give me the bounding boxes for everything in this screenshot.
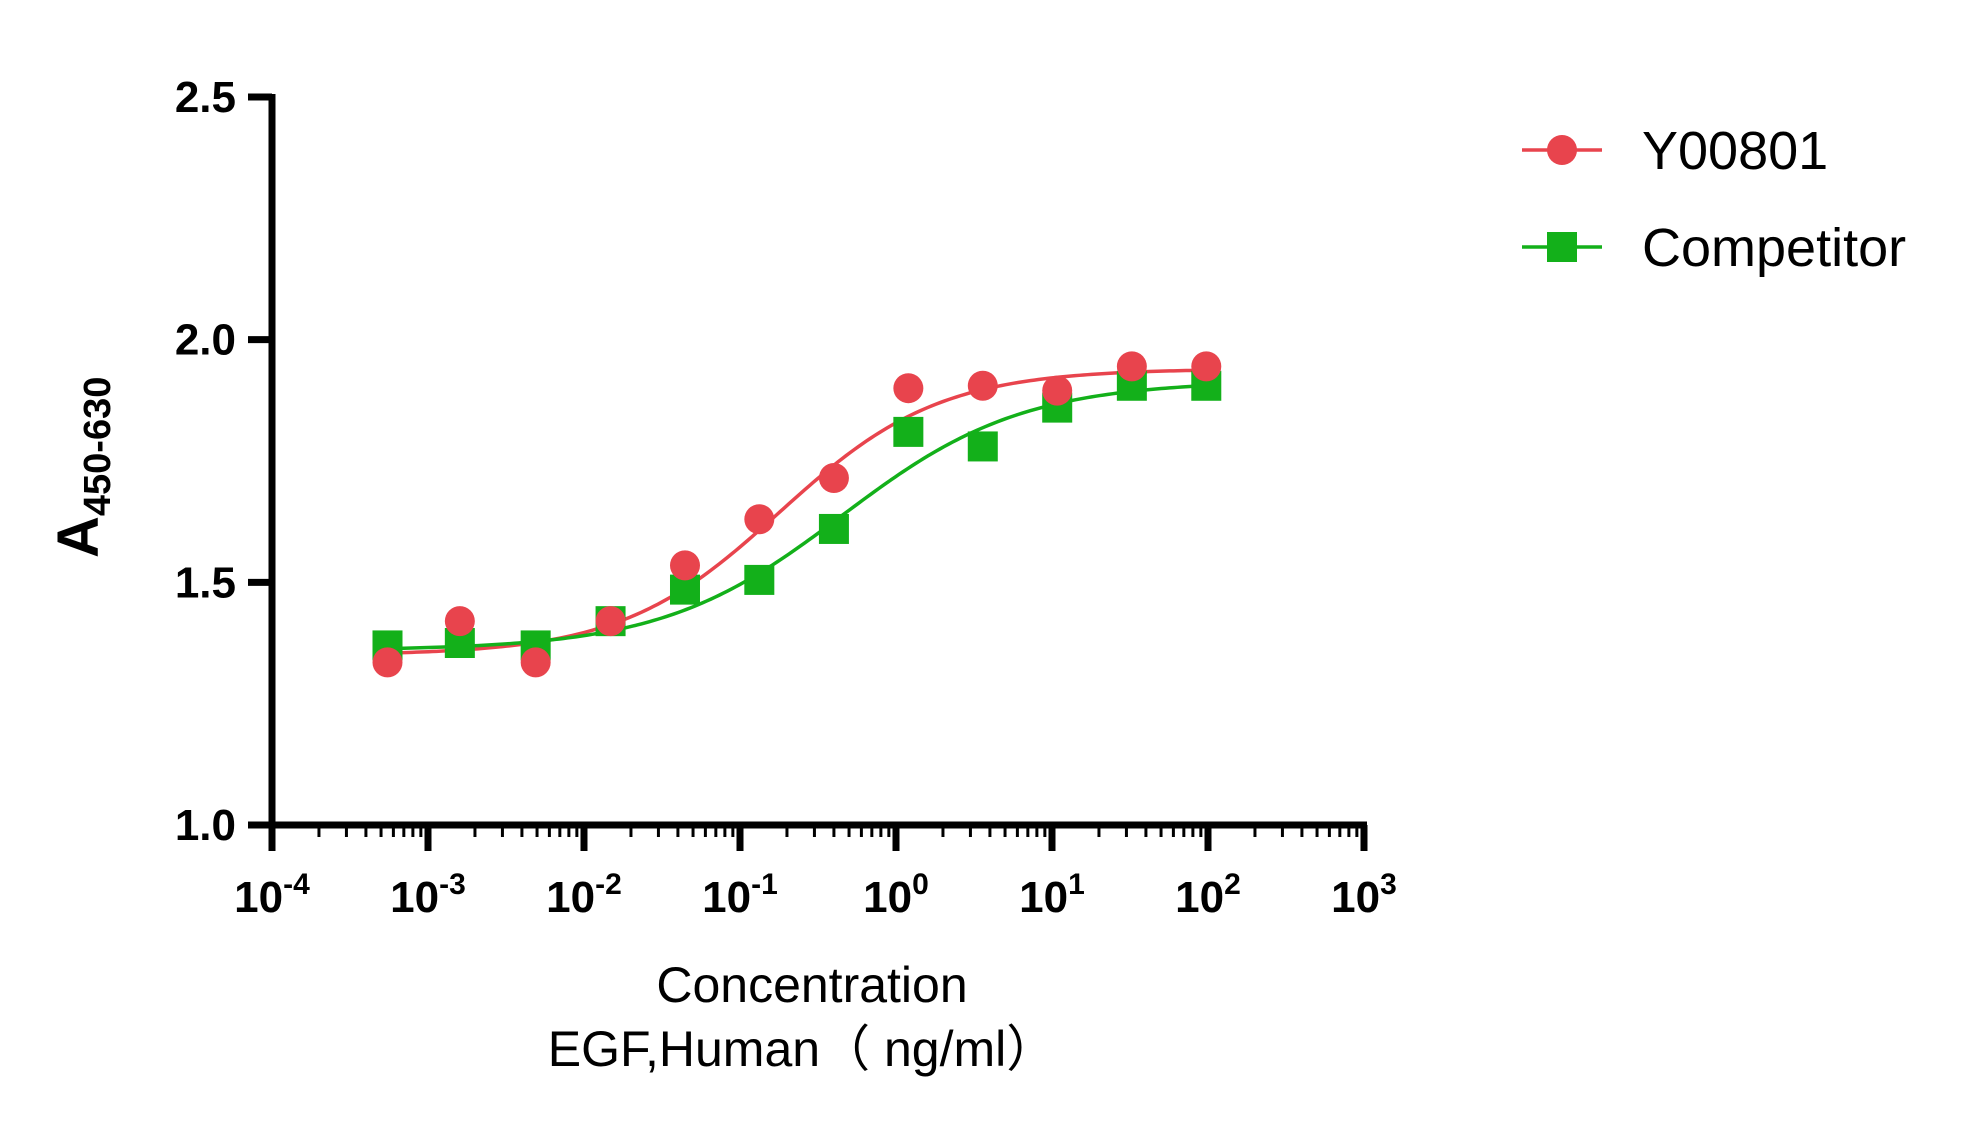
x-tick-label: 10-2 — [546, 868, 622, 922]
y-axis-title: A450-630 — [46, 377, 119, 558]
x-tick-label: 10-1 — [702, 868, 778, 922]
data-point-y00801 — [444, 606, 475, 637]
x-axis-title-line1: Concentration — [656, 957, 967, 1013]
x-tick-label: 100 — [863, 868, 929, 922]
x-axis-title-line2: EGF,Human（ ng/ml） — [548, 1021, 1056, 1077]
data-point-y00801 — [372, 647, 403, 678]
y-tick-label: 1.5 — [175, 558, 236, 607]
data-point-y00801 — [1116, 351, 1147, 382]
data-point-y00801 — [1042, 375, 1073, 406]
legend-label: Competitor — [1642, 218, 1906, 278]
axis-titles: Concentration EGF,Human（ ng/ml） A450-630 — [46, 377, 1056, 1077]
x-tick-label: 101 — [1019, 868, 1085, 922]
data-point-y00801 — [967, 370, 998, 401]
data-point-competitor — [893, 416, 924, 447]
x-tick-label: 102 — [1175, 868, 1241, 922]
x-tick-label: 10-4 — [234, 868, 310, 922]
axes: 1.0 1.5 2.0 2.5 10-4 10-3 10-2 10-1 100 101 102 103 — [175, 73, 1397, 922]
fit-curve-y00801 — [387, 368, 1207, 655]
data-point-competitor — [818, 513, 849, 544]
data-point-y00801 — [893, 373, 924, 404]
data-point-y00801 — [1191, 351, 1222, 382]
x-tick-label: 103 — [1331, 868, 1397, 922]
data-point-y00801 — [520, 647, 551, 678]
y-tick-label: 1.0 — [175, 801, 236, 850]
y-axis-title-sub: 450-630 — [77, 377, 119, 516]
fit-curve-competitor — [387, 383, 1207, 651]
y-axis-title-main: A — [46, 516, 111, 558]
legend-marker-circle — [1547, 135, 1577, 165]
data-point-competitor — [967, 431, 998, 462]
data-point-y00801 — [595, 606, 626, 637]
data-point-y00801 — [669, 550, 700, 581]
data-point-y00801 — [744, 504, 775, 535]
x-tick-label: 10-3 — [390, 868, 466, 922]
legend-label: Y00801 — [1642, 121, 1828, 181]
legend: Y00801 Competitor — [1522, 121, 1906, 278]
data-point-competitor — [744, 564, 775, 595]
legend-marker-square — [1547, 232, 1577, 262]
fit-curves — [387, 368, 1207, 655]
data-points — [372, 351, 1222, 678]
data-point-y00801 — [818, 462, 849, 493]
y-tick-label: 2.5 — [175, 73, 236, 122]
y-tick-label: 2.0 — [175, 316, 236, 365]
